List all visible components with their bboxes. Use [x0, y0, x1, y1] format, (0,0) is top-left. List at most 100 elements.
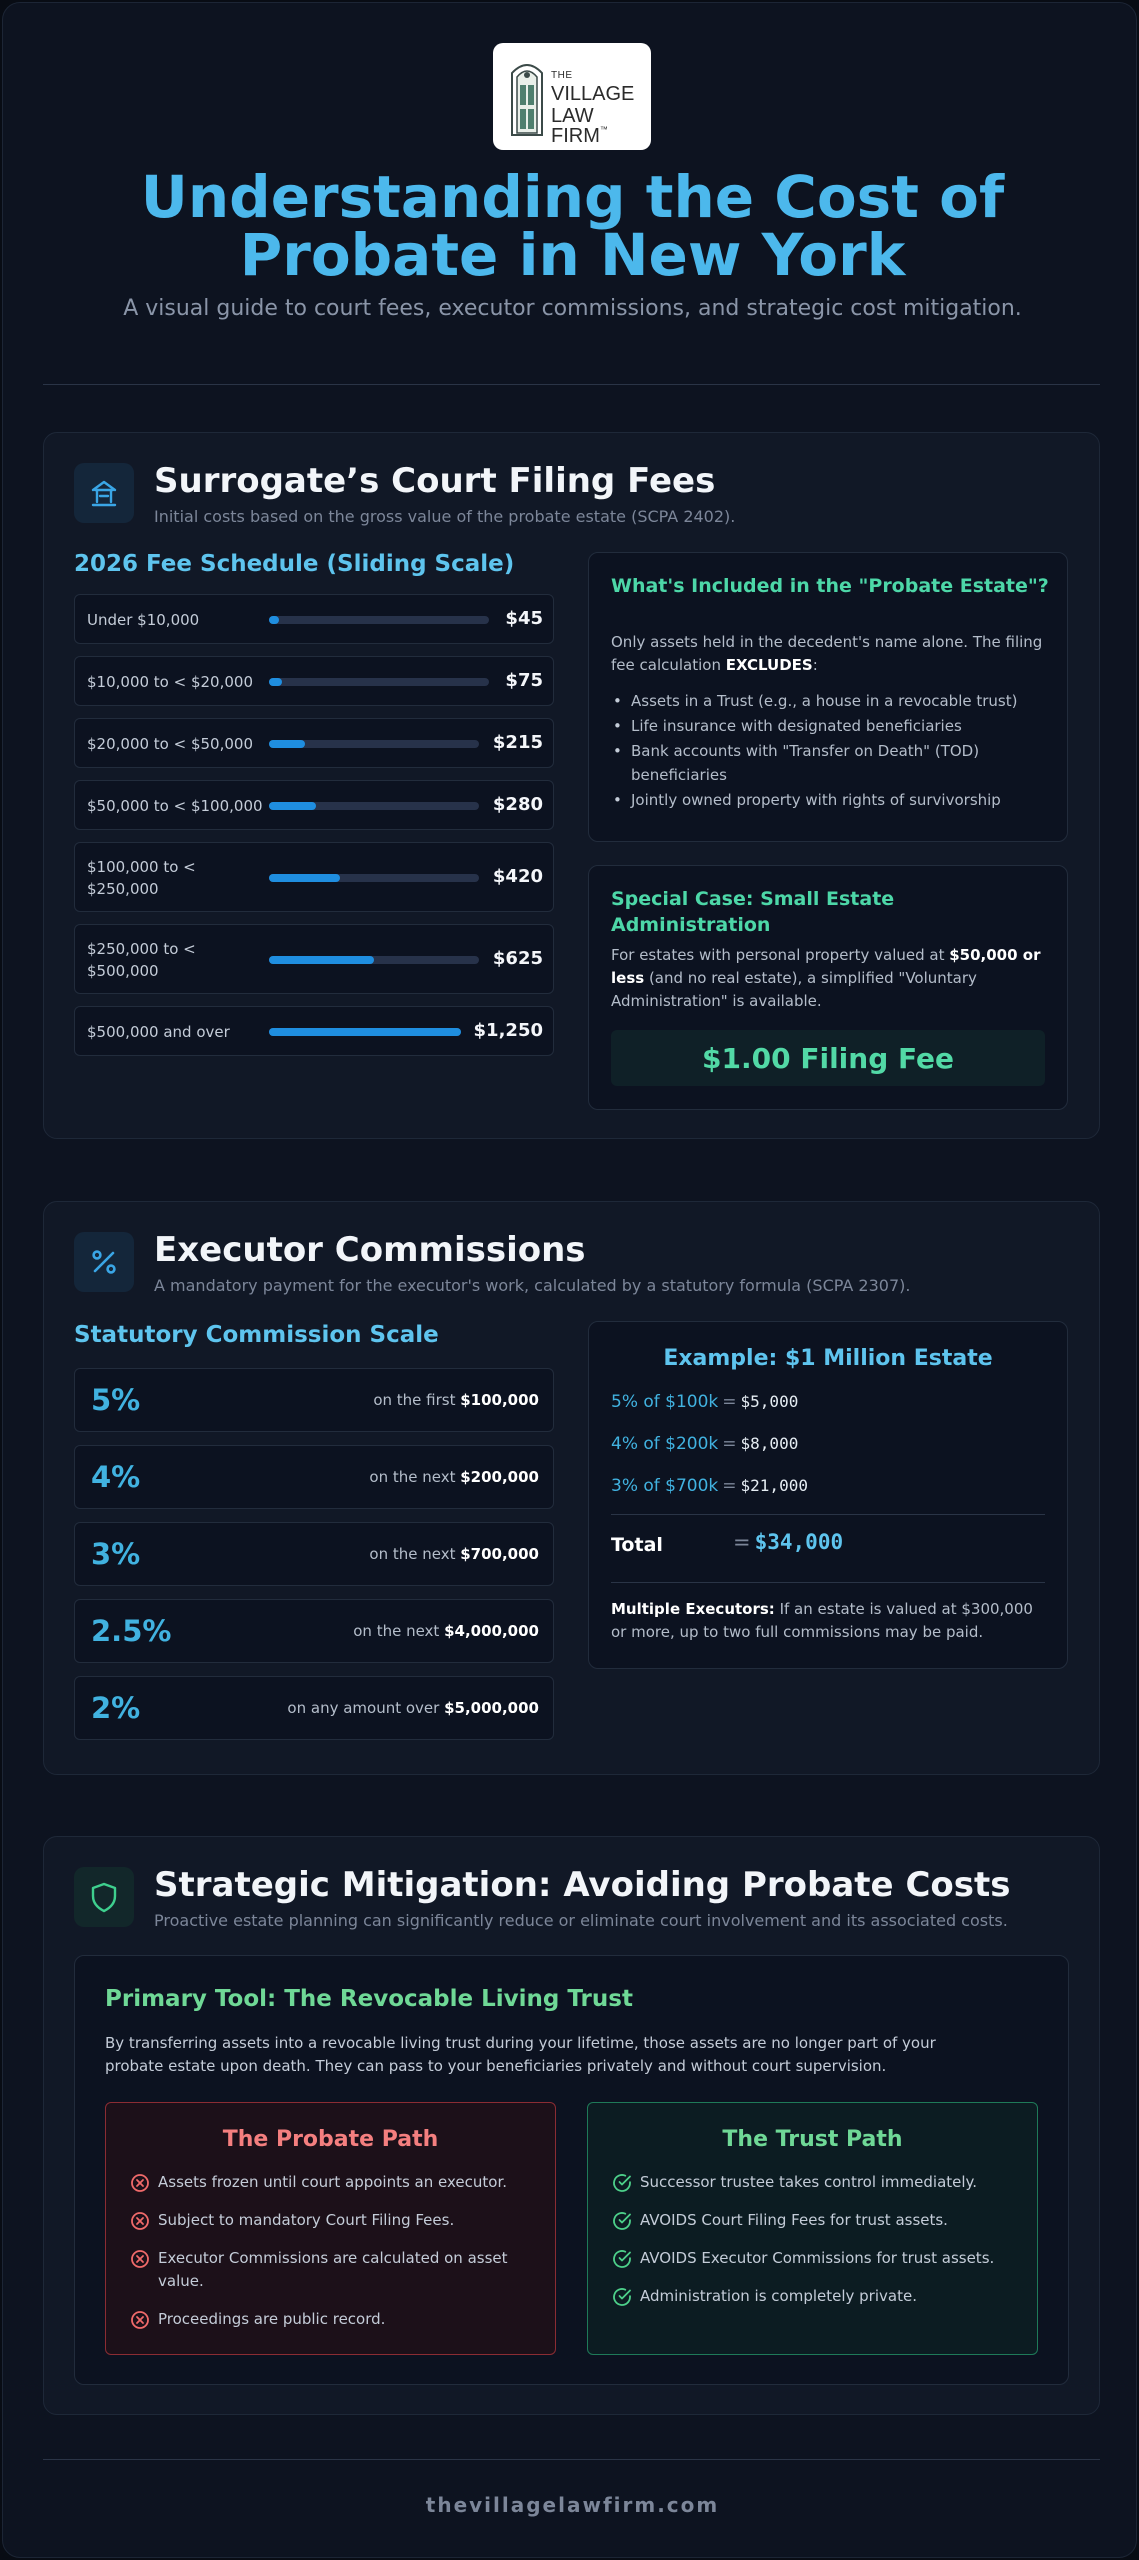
included-text: Only assets held in the decedent's name …	[611, 633, 1043, 674]
fee-row: $50,000 to < $100,000 $280	[74, 780, 554, 830]
small-estate-title: Special Case: Small Estate Administratio…	[611, 888, 895, 936]
page-title: Understanding the Cost of Probate in New…	[140, 163, 1005, 289]
small-estate-card: Special Case: Small Estate Administratio…	[588, 865, 1068, 1110]
included-card: What's Included in the "Probate Estate"?…	[588, 552, 1068, 842]
fee-bar-track	[269, 740, 479, 748]
x-circle-icon	[131, 2212, 149, 2230]
strategy-section: Strategic Mitigation: Avoiding Probate C…	[43, 1836, 1100, 2415]
example-card: Example: $1 Million Estate 5% of $100k = $…	[588, 1321, 1068, 1669]
check-circle-icon	[613, 2288, 631, 2306]
commission-row: 5% on the first $100,000	[74, 1368, 554, 1432]
x-circle-icon	[131, 2174, 149, 2192]
multiple-executors-note: Multiple Executors: If an estate is valu…	[611, 1600, 1033, 1641]
commission-row: 2.5% on the next $4,000,000	[74, 1599, 554, 1663]
fee-range-label: $10,000 to < $20,000	[87, 673, 253, 691]
commissions-section: Executor Commissions A mandatory payment…	[43, 1201, 1100, 1775]
list-item: Executor Commissions are calculated on a…	[158, 2249, 508, 2290]
fee-range-label: $50,000 to < $100,000	[87, 797, 263, 815]
fee-row: $100,000 to < $250,000 $420	[74, 842, 554, 912]
fee-amount: $625	[492, 948, 543, 969]
list-item: AVOIDS Court Filing Fees for trust asset…	[640, 2211, 948, 2229]
fee-range-label: $250,000 to < $500,000	[87, 940, 196, 980]
list-item: Successor trustee takes control immediat…	[640, 2173, 978, 2191]
fee-amount: $215	[492, 732, 543, 753]
list-item: Assets frozen until court appoints an ex…	[158, 2173, 507, 2191]
fee-bar-fill	[269, 678, 282, 686]
fee-schedule-title: 2026 Fee Schedule (Sliding Scale)	[74, 551, 515, 577]
fee-bar-fill	[269, 740, 305, 748]
fee-bar-track	[269, 678, 489, 686]
example-title: Example: $1 Million Estate	[663, 1346, 993, 1371]
fee-range-label: Under $10,000	[87, 611, 200, 629]
courthouse-icon	[74, 463, 134, 523]
example-total-value: = $34,000	[733, 1530, 844, 1554]
page-subtitle: A visual guide to court fees, executor c…	[123, 296, 1022, 321]
fee-row: $250,000 to < $500,000 $625	[74, 924, 554, 994]
divider	[43, 384, 1100, 385]
small-estate-fee: $1.00 Filing Fee	[611, 1030, 1045, 1086]
trust-path-panel: The Trust Path Successor trustee takes c…	[587, 2102, 1038, 2355]
check-circle-icon	[613, 2212, 631, 2230]
list-item: Life insurance with designated beneficia…	[611, 714, 1051, 738]
commission-row: 2% on any amount over $5,000,000	[74, 1676, 554, 1740]
fee-bar-track	[269, 802, 479, 810]
probate-path-panel: The Probate Path Assets frozen until cou…	[105, 2102, 556, 2355]
fee-amount: $1,250	[473, 1020, 543, 1041]
fee-bar-fill	[269, 802, 316, 810]
commission-row: 4% on the next $200,000	[74, 1445, 554, 1509]
fee-amount: $75	[505, 670, 543, 691]
shield-icon	[74, 1867, 134, 1927]
excluded-list: Assets in a Trust (e.g., a house in a re…	[611, 689, 1051, 813]
filing-fees-title: Surrogate’s Court Filing Fees	[154, 461, 716, 501]
x-circle-icon	[131, 2250, 149, 2268]
fee-bar-track	[269, 956, 479, 964]
included-title: What's Included in the "Probate Estate"?	[611, 575, 1049, 597]
divider	[611, 1514, 1045, 1515]
revocable-trust-box: Primary Tool: The Revocable Living Trust…	[74, 1955, 1069, 2385]
fee-amount: $45	[505, 608, 543, 629]
fee-bar-track	[269, 874, 479, 882]
example-line: 4% of $200k = $8,000	[611, 1434, 799, 1454]
small-estate-text: For estates with personal property value…	[611, 946, 1041, 1010]
commission-scale-title: Statutory Commission Scale	[74, 1322, 439, 1348]
fee-range-label: $20,000 to < $50,000	[87, 735, 253, 753]
list-item: AVOIDS Executor Commissions for trust as…	[640, 2249, 995, 2267]
check-circle-icon	[613, 2250, 631, 2268]
example-line: 5% of $100k = $5,000	[611, 1392, 799, 1412]
firm-logo: THE VILLAGE LAW FIRM™	[493, 43, 651, 150]
divider	[611, 1582, 1045, 1583]
trust-tool-text: By transferring assets into a revocable …	[105, 2034, 936, 2075]
list-item: Assets in a Trust (e.g., a house in a re…	[611, 689, 1051, 713]
door-logo-icon	[511, 64, 543, 136]
fee-row: $20,000 to < $50,000 $215	[74, 718, 554, 768]
trust-path-title: The Trust Path	[722, 2127, 903, 2152]
fee-bar-fill	[269, 616, 279, 624]
filing-fees-desc: Initial costs based on the gross value o…	[154, 507, 736, 526]
logo-wordmark: THE VILLAGE LAW FIRM™	[551, 70, 635, 147]
trust-tool-title: Primary Tool: The Revocable Living Trust	[105, 1986, 633, 2012]
fee-bar-track	[269, 616, 489, 624]
list-item: Bank accounts with "Transfer on Death" (…	[611, 739, 1051, 787]
fee-amount: $280	[492, 794, 543, 815]
list-item: Proceedings are public record.	[158, 2310, 386, 2328]
check-circle-icon	[613, 2174, 631, 2192]
fee-bar-fill	[269, 874, 340, 882]
divider	[43, 2459, 1100, 2460]
list-item: Jointly owned property with rights of su…	[611, 788, 1051, 812]
fee-bar-fill	[269, 956, 374, 964]
fee-bar-fill	[269, 1028, 461, 1036]
commission-row: 3% on the next $700,000	[74, 1522, 554, 1586]
fee-row: $500,000 and over $1,250	[74, 1006, 554, 1056]
footer-website[interactable]: thevillagelawfirm.com	[425, 2493, 720, 2517]
fee-row: Under $10,000 $45	[74, 594, 554, 644]
commissions-title: Executor Commissions	[154, 1230, 586, 1270]
fee-amount: $420	[492, 866, 543, 887]
strategy-title: Strategic Mitigation: Avoiding Probate C…	[154, 1865, 1011, 1905]
filing-fees-section: Surrogate’s Court Filing Fees Initial co…	[43, 432, 1100, 1139]
commissions-desc: A mandatory payment for the executor's w…	[154, 1276, 911, 1295]
strategy-desc: Proactive estate planning can significan…	[154, 1911, 1008, 1930]
example-total-label: Total	[611, 1534, 663, 1556]
fee-row: $10,000 to < $20,000 $75	[74, 656, 554, 706]
probate-path-title: The Probate Path	[222, 2127, 439, 2152]
